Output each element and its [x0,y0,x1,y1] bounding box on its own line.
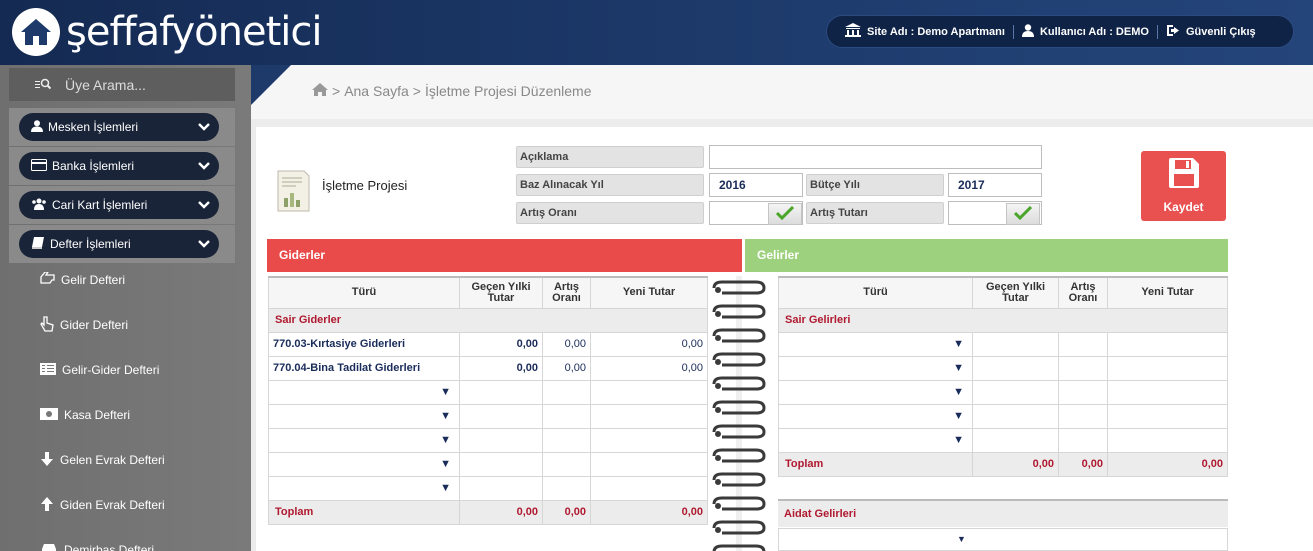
sidebar-item-kasa-defteri[interactable]: Kasa Defteri [40,404,130,426]
baz-yil-label: Baz Alınacak Yıl [516,174,704,196]
table-row[interactable]: ▼ [268,379,708,405]
giderler-total-row: Toplam 0,00 0,00 0,00 [268,499,708,525]
money-icon [40,407,58,423]
gelir-type-select[interactable]: ▼ [778,331,973,357]
search-members-icon [35,77,52,93]
sidebar-item-gider-defteri[interactable]: Gider Defteri [40,314,128,336]
chevron-down-icon [198,121,210,135]
baz-yil-input[interactable]: 2016 [709,173,803,197]
artis-tutari-label: Artış Tutarı [806,202,944,224]
artis-orani-label: Artış Oranı [516,202,704,224]
top-header: şeffafyönetici Site Adı : Demo Apartmanı… [0,0,1313,65]
gelir-type-select[interactable]: ▼ [778,403,973,429]
page-title: İşletme Projesi [322,178,408,193]
user-icon [1021,23,1034,40]
sign-out-icon [1166,24,1180,40]
sidebar-item-gelir-defteri[interactable]: Gelir Defteri [40,269,125,291]
menu-banka[interactable]: Banka İşlemleri [19,152,219,180]
sidebar-item-giden-evrak[interactable]: Giden Evrak Defteri [40,494,165,516]
site-info: Site Adı : Demo Apartmanı [837,23,1013,40]
home-logo-icon [12,8,60,56]
menu-cari-kart[interactable]: Cari Kart İşlemleri [19,191,219,219]
bank-building-icon [845,23,861,40]
checkmark-icon [775,205,795,223]
apply-artis-orani-button[interactable] [768,203,802,225]
sair-giderler-section: Sair Giderler [268,307,708,333]
credit-card-icon [31,158,47,174]
table-row[interactable]: ▼ [268,403,708,429]
menu-mesken[interactable]: Mesken İşlemleri [19,113,219,141]
aidat-gelirleri-section: Aidat Gelirleri [778,499,1228,527]
gider-type-select[interactable]: ▼ [268,379,460,405]
list-icon [40,362,56,378]
floppy-disk-icon [1168,158,1199,191]
butce-yil-input[interactable]: 2017 [948,173,1042,197]
gelir-type-select[interactable]: ▼ [778,379,973,405]
table-row[interactable]: ▼ [778,427,1228,453]
checkmark-icon [1013,205,1033,223]
breadcrumb-current: İşletme Projesi Düzenleme [424,83,592,99]
logo-text: şeffafyönetici [66,9,323,55]
arrow-down-icon [40,451,54,469]
menu-defter[interactable]: Defter İşlemleri [19,230,219,258]
table-row[interactable]: 770.04-Bina Tadilat Giderleri 0,00 0,00 … [268,355,708,381]
gider-type-select[interactable]: ▼ [268,475,460,501]
project-document-icon [275,170,311,212]
sidebar-item-gelen-evrak[interactable]: Gelen Evrak Defteri [40,449,165,471]
aciklama-label: Açıklama [516,146,704,168]
user-info: Kullanıcı Adı : DEMO [1014,23,1157,40]
chevron-down-icon [198,238,210,252]
gelirler-total-row: Toplam 0,00 0,00 0,00 [778,451,1228,477]
logo[interactable]: şeffafyönetici [12,8,323,56]
book-icon [31,236,45,252]
giderler-table: Türü Geçen Yılki Tutar Artış Oranı Yeni … [268,276,708,525]
member-search[interactable]: Üye Arama... [9,68,235,101]
car-icon [40,543,58,551]
gelir-type-select[interactable]: ▼ [778,427,973,453]
table-row[interactable]: ▼ [268,451,708,477]
save-button[interactable]: Kaydet [1141,151,1226,221]
breadcrumb: > Ana Sayfa > İşletme Projesi Düzenleme [312,83,592,99]
arrow-up-icon [40,496,54,514]
gider-type-select[interactable]: ▼ [268,451,460,477]
user-bar: Site Adı : Demo Apartmanı Kullanıcı Adı … [826,15,1294,48]
user-icon [31,119,43,135]
table-row[interactable]: 770.03-Kırtasiye Giderleri 0,00 0,00 0,0… [268,331,708,357]
aciklama-input[interactable] [709,145,1042,169]
logout-button[interactable]: Güvenli Çıkış [1158,24,1264,40]
gider-type-select[interactable]: ▼ [268,427,460,453]
table-row[interactable]: ▼ [778,528,1228,551]
gelirler-table: Türü Geçen Yılki Tutar Artış Oranı Yeni … [778,276,1228,477]
sidebar-item-demirbas[interactable]: Demirbaş Defteri [40,539,154,551]
sair-gelirleri-section: Sair Gelirleri [778,307,1228,333]
hand-up-icon [40,315,54,335]
home-icon[interactable] [312,83,328,99]
gelir-type-select[interactable]: ▼ [957,534,966,544]
gelir-type-select[interactable]: ▼ [778,355,973,381]
butce-yil-label: Bütçe Yılı [806,174,944,196]
chevron-down-icon [198,160,210,174]
chevron-down-icon [198,199,210,213]
gelirler-header: Gelirler [745,239,1228,272]
apply-artis-tutari-button[interactable] [1006,203,1040,225]
table-row[interactable]: ▼ [268,427,708,453]
table-row[interactable]: ▼ [778,355,1228,381]
sidebar-item-gelir-gider-defteri[interactable]: Gelir-Gider Defteri [40,359,159,381]
search-input[interactable]: Üye Arama... [65,76,146,93]
hand-left-icon [40,270,55,289]
users-icon [31,198,47,213]
breadcrumb-home[interactable]: Ana Sayfa [344,83,409,99]
sidebar: Üye Arama... [0,65,251,551]
table-row[interactable]: ▼ [778,403,1228,429]
table-row[interactable]: ▼ [268,475,708,501]
table-row[interactable]: ▼ [778,379,1228,405]
gider-type-select[interactable]: ▼ [268,403,460,429]
table-row[interactable]: ▼ [778,331,1228,357]
spiral-binding-icon [712,276,766,551]
giderler-header: Giderler [267,239,742,272]
